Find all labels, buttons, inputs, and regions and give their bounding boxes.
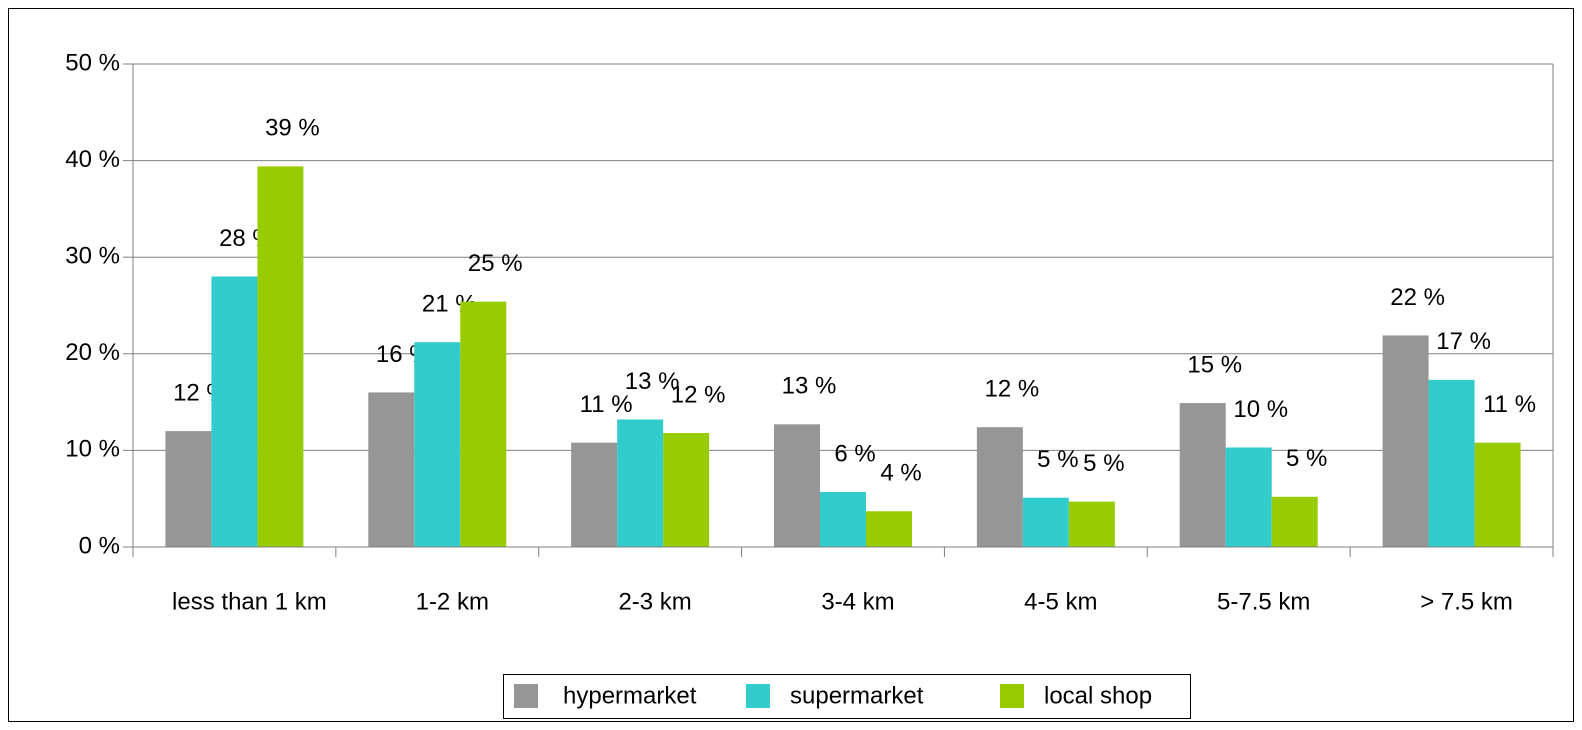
y-tick-label: 30 % bbox=[65, 243, 120, 270]
value-label: 13 % bbox=[625, 368, 680, 395]
y-tick-label: 0 % bbox=[79, 532, 120, 559]
value-label: 4 % bbox=[880, 460, 921, 487]
bar bbox=[1428, 379, 1475, 547]
legend-label: local shop bbox=[1044, 682, 1152, 709]
value-label: 5 % bbox=[1286, 445, 1327, 472]
x-tick-label: 3-4 km bbox=[821, 588, 894, 615]
value-label: 13 % bbox=[782, 373, 837, 400]
bar bbox=[1271, 496, 1318, 547]
bar bbox=[866, 511, 912, 547]
bar bbox=[460, 301, 507, 547]
x-tick-label: 2-3 km bbox=[618, 588, 691, 615]
x-tick-label: 1-2 km bbox=[416, 588, 489, 615]
value-label: 25 % bbox=[468, 250, 523, 277]
bar bbox=[1068, 501, 1115, 547]
bar bbox=[211, 276, 258, 547]
bar bbox=[1474, 442, 1521, 547]
bar bbox=[663, 433, 710, 547]
y-tick-label: 40 % bbox=[65, 146, 120, 173]
bar bbox=[820, 491, 866, 547]
value-label: 12 % bbox=[985, 376, 1040, 403]
bar bbox=[774, 424, 820, 547]
legend-box bbox=[503, 674, 1191, 719]
bar bbox=[165, 431, 212, 547]
bar bbox=[414, 342, 461, 547]
value-label: 6 % bbox=[834, 440, 875, 467]
bar bbox=[1179, 403, 1226, 547]
y-tick-label: 50 % bbox=[65, 49, 120, 76]
bar bbox=[1225, 447, 1272, 547]
value-label: 22 % bbox=[1390, 284, 1445, 311]
value-label: 5 % bbox=[1037, 446, 1078, 473]
value-label: 12 % bbox=[671, 381, 726, 408]
x-tick-label: less than 1 km bbox=[172, 588, 327, 615]
value-label: 15 % bbox=[1187, 351, 1242, 378]
legend-swatch bbox=[514, 684, 538, 708]
bar bbox=[257, 166, 304, 547]
bar bbox=[571, 442, 618, 547]
bar bbox=[617, 419, 664, 547]
bar bbox=[976, 427, 1023, 547]
value-label: 39 % bbox=[265, 115, 320, 142]
bar bbox=[368, 392, 415, 547]
legend-swatch bbox=[1000, 684, 1024, 708]
value-label: 5 % bbox=[1083, 450, 1124, 477]
bar bbox=[1382, 335, 1429, 547]
y-tick-label: 20 % bbox=[65, 339, 120, 366]
x-tick-label: 5-7.5 km bbox=[1217, 588, 1310, 615]
x-tick-label: > 7.5 km bbox=[1420, 588, 1513, 615]
value-label: 10 % bbox=[1233, 396, 1288, 423]
value-label: 17 % bbox=[1436, 328, 1491, 355]
value-label: 11 % bbox=[1483, 391, 1536, 418]
legend-label: supermarket bbox=[790, 682, 924, 709]
legend-swatch bbox=[746, 684, 770, 708]
x-tick-label: 4-5 km bbox=[1024, 588, 1097, 615]
y-tick-label: 10 % bbox=[65, 436, 120, 463]
legend-label: hypermarket bbox=[563, 682, 697, 709]
bar bbox=[1022, 497, 1069, 547]
value-label: 11 % bbox=[580, 391, 633, 418]
